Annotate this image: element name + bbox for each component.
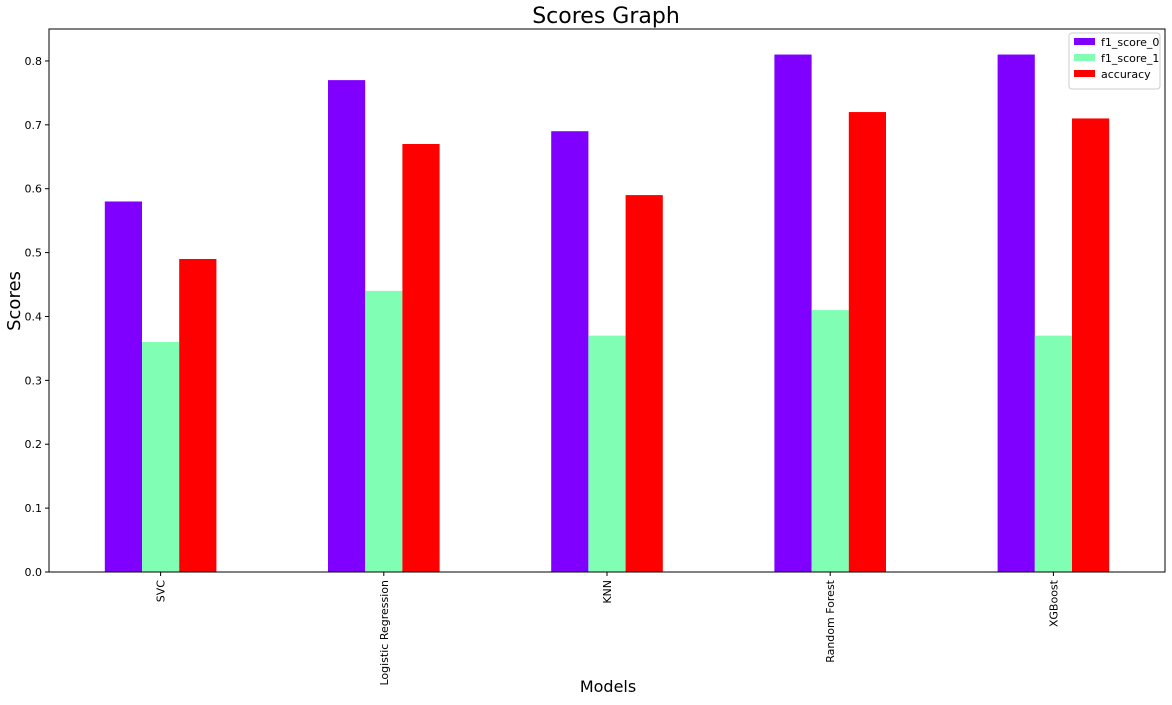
x-tick-label: Logistic Regression [378, 580, 391, 686]
bar-accuracy-3 [848, 112, 886, 573]
bar-accuracy-2 [625, 195, 663, 572]
bar-f1-score-0-0 [104, 201, 142, 573]
y-tick-label: 0.2 [25, 438, 43, 451]
bar-accuracy-1 [402, 143, 440, 573]
bar-f1-score-0-4 [997, 54, 1035, 573]
bars-layer [104, 54, 1110, 573]
legend-label-accuracy: accuracy [1101, 68, 1151, 81]
legend-label-f1-score-1: f1_score_1 [1101, 52, 1159, 65]
bar-f1-score-1-3 [811, 310, 849, 572]
legend-swatch-f1-score-1 [1074, 54, 1095, 61]
bar-f1-score-0-3 [774, 54, 812, 573]
legend-label-f1-score-0: f1_score_0 [1101, 36, 1159, 49]
legend: f1_score_0 f1_score_1 accuracy [1068, 32, 1161, 90]
bar-accuracy-0 [179, 258, 217, 572]
y-tick-label: 0.6 [25, 183, 43, 196]
bar-f1-score-1-2 [588, 335, 626, 572]
bar-f1-score-1-4 [1034, 335, 1072, 572]
bar-f1-score-1-0 [142, 342, 180, 572]
y-tick-label: 0.1 [25, 502, 43, 515]
y-tick-label: 0.3 [25, 374, 43, 387]
y-tick-label: 0.4 [25, 310, 43, 323]
x-tick-label: SVC [155, 580, 168, 603]
chart-title: Scores Graph [532, 4, 680, 29]
ticks-layer: SVC Logistic Regression KNN Random Forest XG… [25, 55, 1061, 686]
plot-frame [48, 28, 1166, 573]
bar-f1-score-1-1 [365, 290, 403, 572]
bar-accuracy-4 [1072, 118, 1110, 572]
x-axis-label: Models [580, 677, 636, 696]
legend-swatch-f1-score-0 [1074, 38, 1095, 45]
y-tick-label: 0.7 [25, 119, 43, 132]
y-tick-label: 0.5 [25, 247, 43, 260]
x-tick-label: KNN [601, 580, 614, 604]
y-tick-label: 0.8 [25, 55, 43, 68]
y-axis-label: Scores [4, 271, 25, 331]
bar-f1-score-0-2 [551, 131, 589, 572]
legend-swatch-accuracy [1074, 70, 1095, 77]
bar-f1-score-0-1 [328, 80, 366, 573]
x-tick-label: Random Forest [824, 579, 837, 662]
x-tick-label: XGBoost [1047, 579, 1060, 627]
y-tick-label: 0.0 [25, 566, 43, 579]
